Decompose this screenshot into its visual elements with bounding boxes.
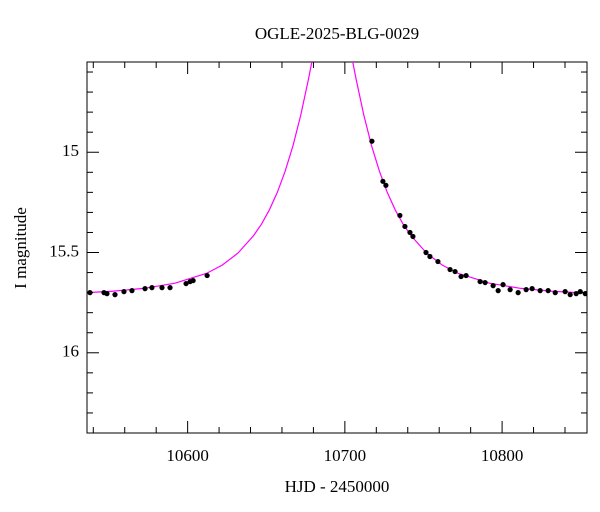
data-point bbox=[562, 289, 568, 295]
data-point bbox=[435, 258, 441, 265]
data-point bbox=[369, 138, 375, 144]
data-point bbox=[427, 253, 433, 260]
y-tick-label: 16 bbox=[62, 342, 79, 361]
data-point bbox=[495, 288, 501, 294]
data-point bbox=[537, 288, 543, 294]
y-tick-label: 15.5 bbox=[49, 241, 79, 260]
data-point bbox=[482, 279, 488, 286]
x-tick-label: 10600 bbox=[166, 446, 209, 465]
model-curve bbox=[87, 62, 587, 294]
x-tick-label: 10800 bbox=[481, 446, 524, 465]
data-point bbox=[477, 278, 483, 285]
data-point bbox=[545, 288, 551, 294]
data-point bbox=[552, 290, 558, 296]
data-point bbox=[104, 291, 110, 297]
data-point bbox=[142, 286, 148, 292]
data-point bbox=[507, 287, 513, 293]
data-point bbox=[523, 287, 529, 293]
data-point bbox=[397, 212, 403, 219]
chart-title: OGLE-2025-BLG-0029 bbox=[255, 24, 419, 43]
x-tick-label: 10700 bbox=[324, 446, 367, 465]
plot-frame bbox=[86, 61, 588, 434]
data-point bbox=[490, 283, 496, 289]
data-point bbox=[463, 272, 469, 279]
data-point bbox=[500, 282, 506, 288]
data-point bbox=[529, 286, 535, 292]
data-point bbox=[190, 277, 196, 284]
plot-area bbox=[87, 62, 587, 298]
data-point bbox=[577, 289, 583, 295]
data-point bbox=[129, 288, 135, 294]
data-point bbox=[167, 285, 173, 291]
data-point bbox=[112, 292, 118, 298]
data-point bbox=[410, 233, 416, 240]
data-point bbox=[447, 266, 453, 273]
data-point bbox=[567, 292, 573, 298]
x-axis-label: HJD - 2450000 bbox=[285, 477, 390, 496]
data-point bbox=[515, 290, 521, 296]
data-point bbox=[380, 178, 386, 184]
data-point bbox=[159, 285, 165, 291]
data-point bbox=[423, 249, 429, 256]
data-point bbox=[204, 272, 210, 279]
data-point bbox=[573, 291, 579, 297]
data-point bbox=[383, 182, 389, 188]
y-axis-label: I magnitude bbox=[11, 207, 30, 289]
data-point bbox=[402, 223, 408, 230]
data-point bbox=[458, 273, 464, 280]
data-point bbox=[183, 280, 189, 287]
data-point bbox=[407, 229, 413, 236]
data-point bbox=[149, 285, 155, 291]
data-point bbox=[452, 268, 458, 275]
data-point bbox=[121, 289, 127, 295]
y-tick-label: 15 bbox=[62, 141, 79, 160]
